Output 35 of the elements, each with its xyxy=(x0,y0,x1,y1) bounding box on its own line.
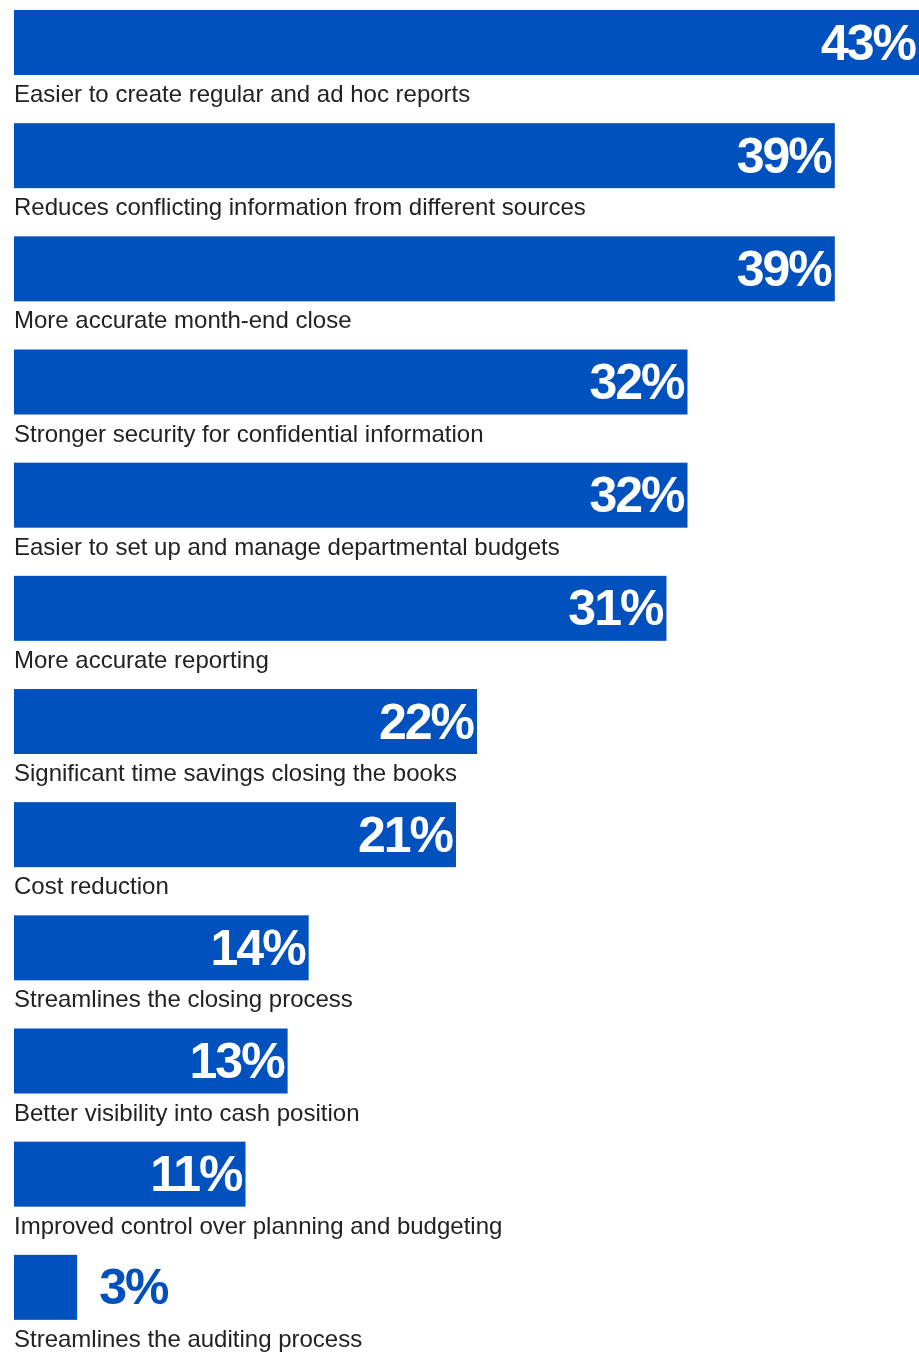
bar xyxy=(14,575,667,641)
y-tick-label: Easier to set up and manage departmental budgets xyxy=(14,532,560,560)
bar xyxy=(14,915,309,981)
data-label: 14% xyxy=(210,919,307,976)
bar xyxy=(14,1254,78,1320)
y-tick-label: Streamlines the auditing process xyxy=(14,1324,363,1352)
data-label: 31% xyxy=(568,580,664,637)
data-label: 32% xyxy=(589,354,686,410)
bar xyxy=(14,462,688,528)
y-tick-label: Stronger security for confidential information xyxy=(14,419,484,447)
bar xyxy=(14,349,688,415)
data-label: 13% xyxy=(189,1033,286,1089)
data-label: 43% xyxy=(820,14,917,71)
data-label: 39% xyxy=(736,240,833,297)
bar xyxy=(14,1028,288,1094)
data-label: 11% xyxy=(150,1146,244,1203)
data-label: 22% xyxy=(378,693,475,750)
y-tick-label: Streamlines the closing process xyxy=(14,985,353,1013)
data-label: 21% xyxy=(357,806,454,863)
y-tick-label: Better visibility into cash position xyxy=(14,1098,360,1126)
y-tick-label: More accurate reporting xyxy=(14,645,269,673)
bar xyxy=(14,123,835,189)
y-tick-label: Reduces conflicting information from different sources xyxy=(14,193,586,221)
data-label: 3% xyxy=(99,1259,169,1316)
y-tick-label: Cost reduction xyxy=(14,872,169,900)
y-tick-label: Easier to create regular and ad hoc reports xyxy=(14,80,471,107)
data-label: 32% xyxy=(589,467,686,524)
y-tick-label: Significant time savings closing the books xyxy=(14,759,457,786)
y-tick-label: More accurate month-end close xyxy=(14,306,352,334)
data-label: 39% xyxy=(736,127,833,184)
bar xyxy=(14,236,835,302)
y-tick-label: Improved control over planning and budgeting xyxy=(14,1211,503,1239)
bar xyxy=(14,689,478,754)
bar xyxy=(14,10,919,75)
bar xyxy=(14,802,456,868)
